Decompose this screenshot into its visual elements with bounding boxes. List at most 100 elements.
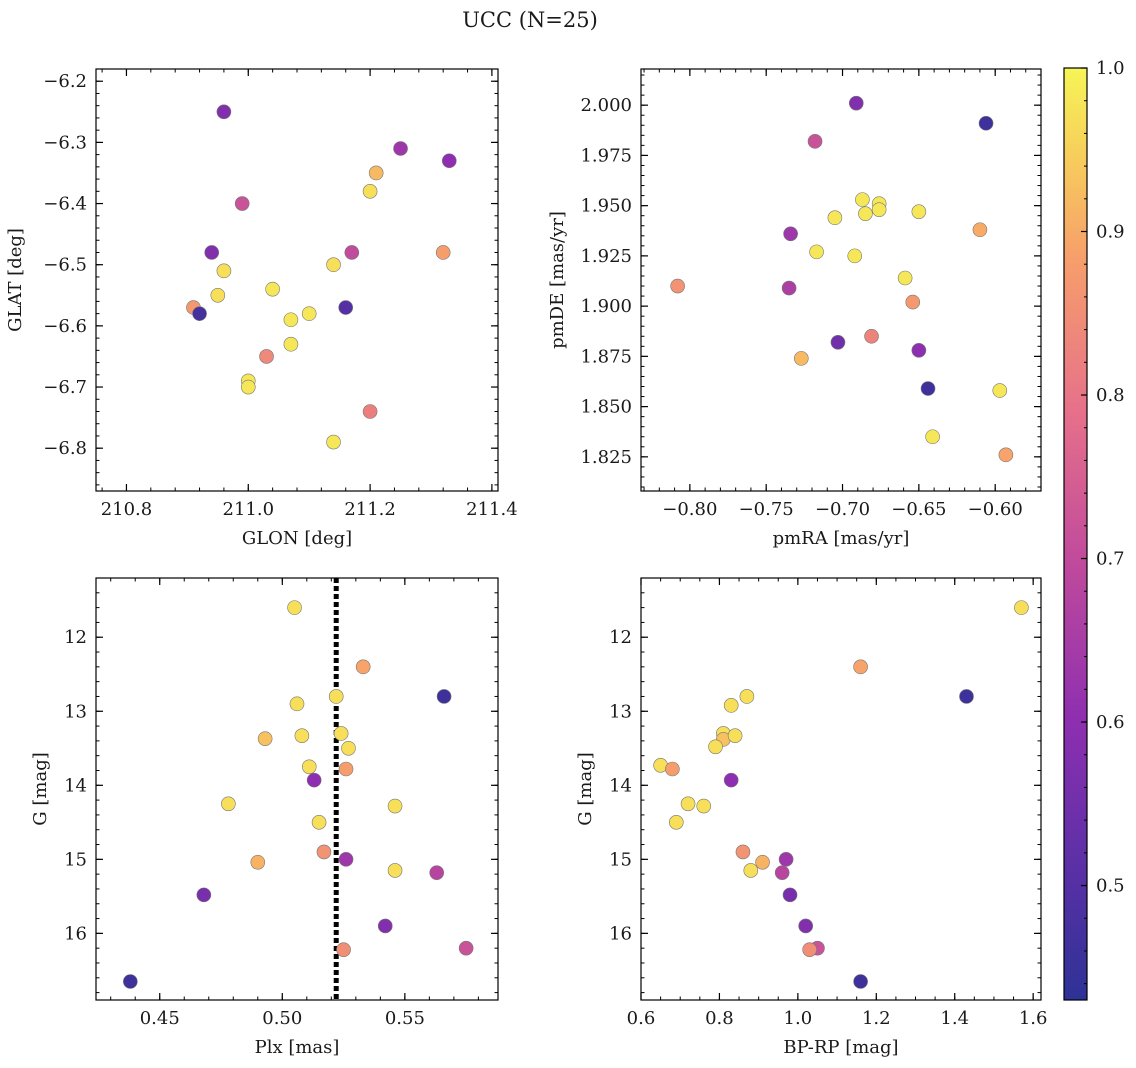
y-tick-label: −6.8 bbox=[43, 438, 87, 459]
data-point bbox=[727, 728, 743, 743]
data-point bbox=[871, 202, 887, 217]
y-tick-label: 15 bbox=[609, 849, 632, 870]
x-tick-label: −0.75 bbox=[739, 499, 794, 520]
x-tick-label: 210.8 bbox=[101, 499, 153, 520]
data-point bbox=[387, 863, 403, 878]
data-point bbox=[802, 942, 817, 957]
y-tick-label: 1.950 bbox=[580, 196, 632, 217]
y-tick-label: 12 bbox=[64, 627, 87, 648]
x-tick-label: 0.50 bbox=[262, 1008, 302, 1029]
x-tick-label: 0.8 bbox=[705, 1008, 734, 1029]
data-point bbox=[221, 796, 236, 812]
y-tick-label: 13 bbox=[609, 701, 632, 722]
data-point bbox=[858, 206, 873, 221]
y-tick-label: −6.4 bbox=[43, 194, 87, 215]
data-point bbox=[257, 731, 273, 746]
data-point bbox=[250, 854, 266, 870]
data-point bbox=[848, 95, 864, 111]
data-point bbox=[670, 278, 685, 294]
figure-title: UCC (N=25) bbox=[462, 8, 598, 32]
data-point bbox=[708, 739, 723, 755]
y-tick-label: 16 bbox=[609, 923, 632, 944]
data-point bbox=[847, 248, 863, 264]
data-point bbox=[735, 844, 751, 860]
data-point bbox=[911, 343, 927, 358]
plot-frame bbox=[95, 68, 499, 492]
x-tick-label: −0.70 bbox=[815, 499, 870, 520]
colorbar-tick-label: 0.6 bbox=[1096, 712, 1125, 733]
data-point bbox=[283, 312, 299, 328]
data-point bbox=[755, 854, 770, 870]
data-point bbox=[355, 659, 371, 675]
data-point bbox=[192, 306, 207, 321]
data-point bbox=[210, 287, 226, 303]
data-point bbox=[240, 379, 256, 395]
y-axis-label: G [mag] bbox=[575, 752, 596, 825]
y-tick-label: −6.6 bbox=[43, 316, 87, 337]
y-tick-label: 14 bbox=[64, 775, 87, 796]
x-tick-label: −0.80 bbox=[662, 499, 717, 520]
colorbar-gradient bbox=[1063, 67, 1088, 1001]
x-axis-label: pmRA [mas/yr] bbox=[773, 528, 910, 549]
plot-frame bbox=[640, 68, 1042, 492]
data-point bbox=[959, 689, 974, 704]
data-point bbox=[723, 772, 739, 788]
data-point bbox=[326, 257, 341, 273]
data-point bbox=[782, 887, 798, 903]
data-point bbox=[341, 740, 356, 756]
y-tick-label: −6.5 bbox=[43, 255, 87, 276]
data-point bbox=[326, 434, 341, 450]
colorbar: 0.5 0.6 0.7 0.8 0.9 1.0 bbox=[1063, 58, 1125, 1001]
x-tick-label: −0.60 bbox=[968, 499, 1023, 520]
colorbar-tick-label: 0.9 bbox=[1096, 222, 1125, 243]
y-axis-label: G [mag] bbox=[30, 752, 51, 825]
y-tick-label: −6.7 bbox=[43, 377, 87, 398]
data-point bbox=[798, 918, 814, 934]
data-point bbox=[458, 940, 474, 956]
data-point bbox=[301, 759, 317, 775]
data-point bbox=[972, 222, 988, 238]
colorbar-tick-label: 0.5 bbox=[1096, 876, 1125, 897]
data-point bbox=[830, 334, 846, 350]
data-point bbox=[723, 698, 739, 713]
y-tick-label: 16 bbox=[64, 923, 87, 944]
data-point bbox=[911, 204, 927, 219]
data-point bbox=[306, 772, 322, 788]
x-tick-label: 211.0 bbox=[223, 499, 275, 520]
y-tick-label: 13 bbox=[64, 701, 87, 722]
data-point bbox=[794, 351, 809, 366]
colorbar-tick-label: 1.0 bbox=[1096, 58, 1125, 79]
data-point bbox=[393, 141, 408, 156]
x-tick-label: 211.4 bbox=[466, 499, 518, 520]
colorbar-tick-label: 0.7 bbox=[1096, 549, 1125, 570]
y-tick-label: 15 bbox=[64, 849, 87, 870]
plot-frame bbox=[640, 577, 1042, 1001]
x-tick-label: 1.6 bbox=[1019, 1008, 1048, 1029]
y-axis-label: GLAT [deg] bbox=[5, 228, 26, 332]
data-point bbox=[864, 328, 879, 344]
data-point bbox=[311, 815, 327, 830]
data-point bbox=[362, 184, 378, 199]
data-point bbox=[925, 429, 940, 445]
panel-glon-glat: 210.8 211.0 211.2 211.4 −6.2 −6.3 −6.4 −6.5 −6.6… bbox=[5, 68, 518, 549]
colorbar-tick-label: 0.8 bbox=[1096, 385, 1125, 406]
x-tick-label: −0.65 bbox=[891, 499, 946, 520]
y-tick-label: 1.975 bbox=[580, 145, 632, 166]
y-axis-label: pmDE [mas/yr] bbox=[547, 211, 568, 349]
data-point bbox=[774, 865, 790, 880]
x-tick-label: 0.55 bbox=[385, 1008, 425, 1029]
data-point bbox=[1014, 600, 1029, 615]
data-point bbox=[289, 696, 305, 712]
data-point bbox=[853, 974, 868, 989]
data-point bbox=[344, 245, 360, 260]
data-point bbox=[301, 306, 317, 321]
data-point bbox=[234, 196, 250, 211]
data-point bbox=[123, 974, 138, 989]
x-tick-label: 0.6 bbox=[627, 1008, 656, 1029]
data-point bbox=[216, 104, 232, 120]
data-point bbox=[992, 383, 1008, 398]
data-point bbox=[436, 689, 452, 704]
x-axis-label: Plx [mas] bbox=[255, 1037, 340, 1058]
data-point bbox=[204, 245, 220, 260]
x-tick-label: 1.2 bbox=[862, 1008, 891, 1029]
